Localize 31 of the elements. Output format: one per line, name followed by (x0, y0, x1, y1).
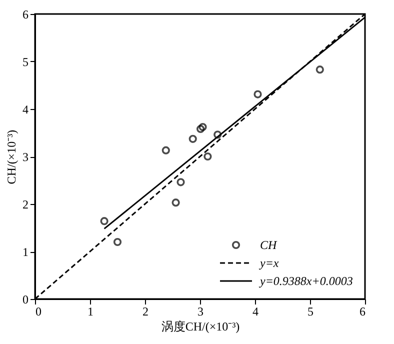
point (204, 152, 212, 161)
point (198, 122, 207, 132)
y-tick-label: 1 (22, 245, 28, 259)
point (162, 146, 170, 154)
point (196, 124, 205, 134)
x-axis-title: 涡度CH/(×10⁻³) (161, 320, 240, 334)
x-tick-label: 1 (88, 304, 94, 318)
x-tick-label: 4 (252, 304, 258, 318)
point (254, 90, 262, 98)
y-tick-label: 0 (22, 292, 28, 306)
x-tick-label: 3 (198, 304, 204, 318)
x-tick-label: 5 (308, 304, 314, 318)
legend-label: CH (260, 238, 278, 252)
x-tick-label: 2 (142, 304, 148, 318)
point (172, 198, 180, 207)
point (188, 134, 197, 143)
y-tick-label: 5 (22, 55, 28, 69)
point (214, 130, 222, 139)
x-tick-label: 6 (360, 304, 366, 318)
legend-label: y=x (259, 256, 280, 270)
y-tick-label: 2 (22, 198, 28, 212)
point (176, 178, 185, 186)
legend-label: y=0.9388x+0.0003 (259, 274, 353, 288)
x-tick-label: 0 (36, 304, 42, 318)
y-tick-label: 6 (22, 8, 28, 22)
y-tick-label: 3 (22, 150, 28, 164)
point (100, 217, 108, 226)
y-axis-title: CH/(×10⁻³) (4, 130, 18, 184)
point (316, 66, 324, 74)
point (113, 238, 122, 246)
y-tick-label: 4 (22, 102, 28, 116)
